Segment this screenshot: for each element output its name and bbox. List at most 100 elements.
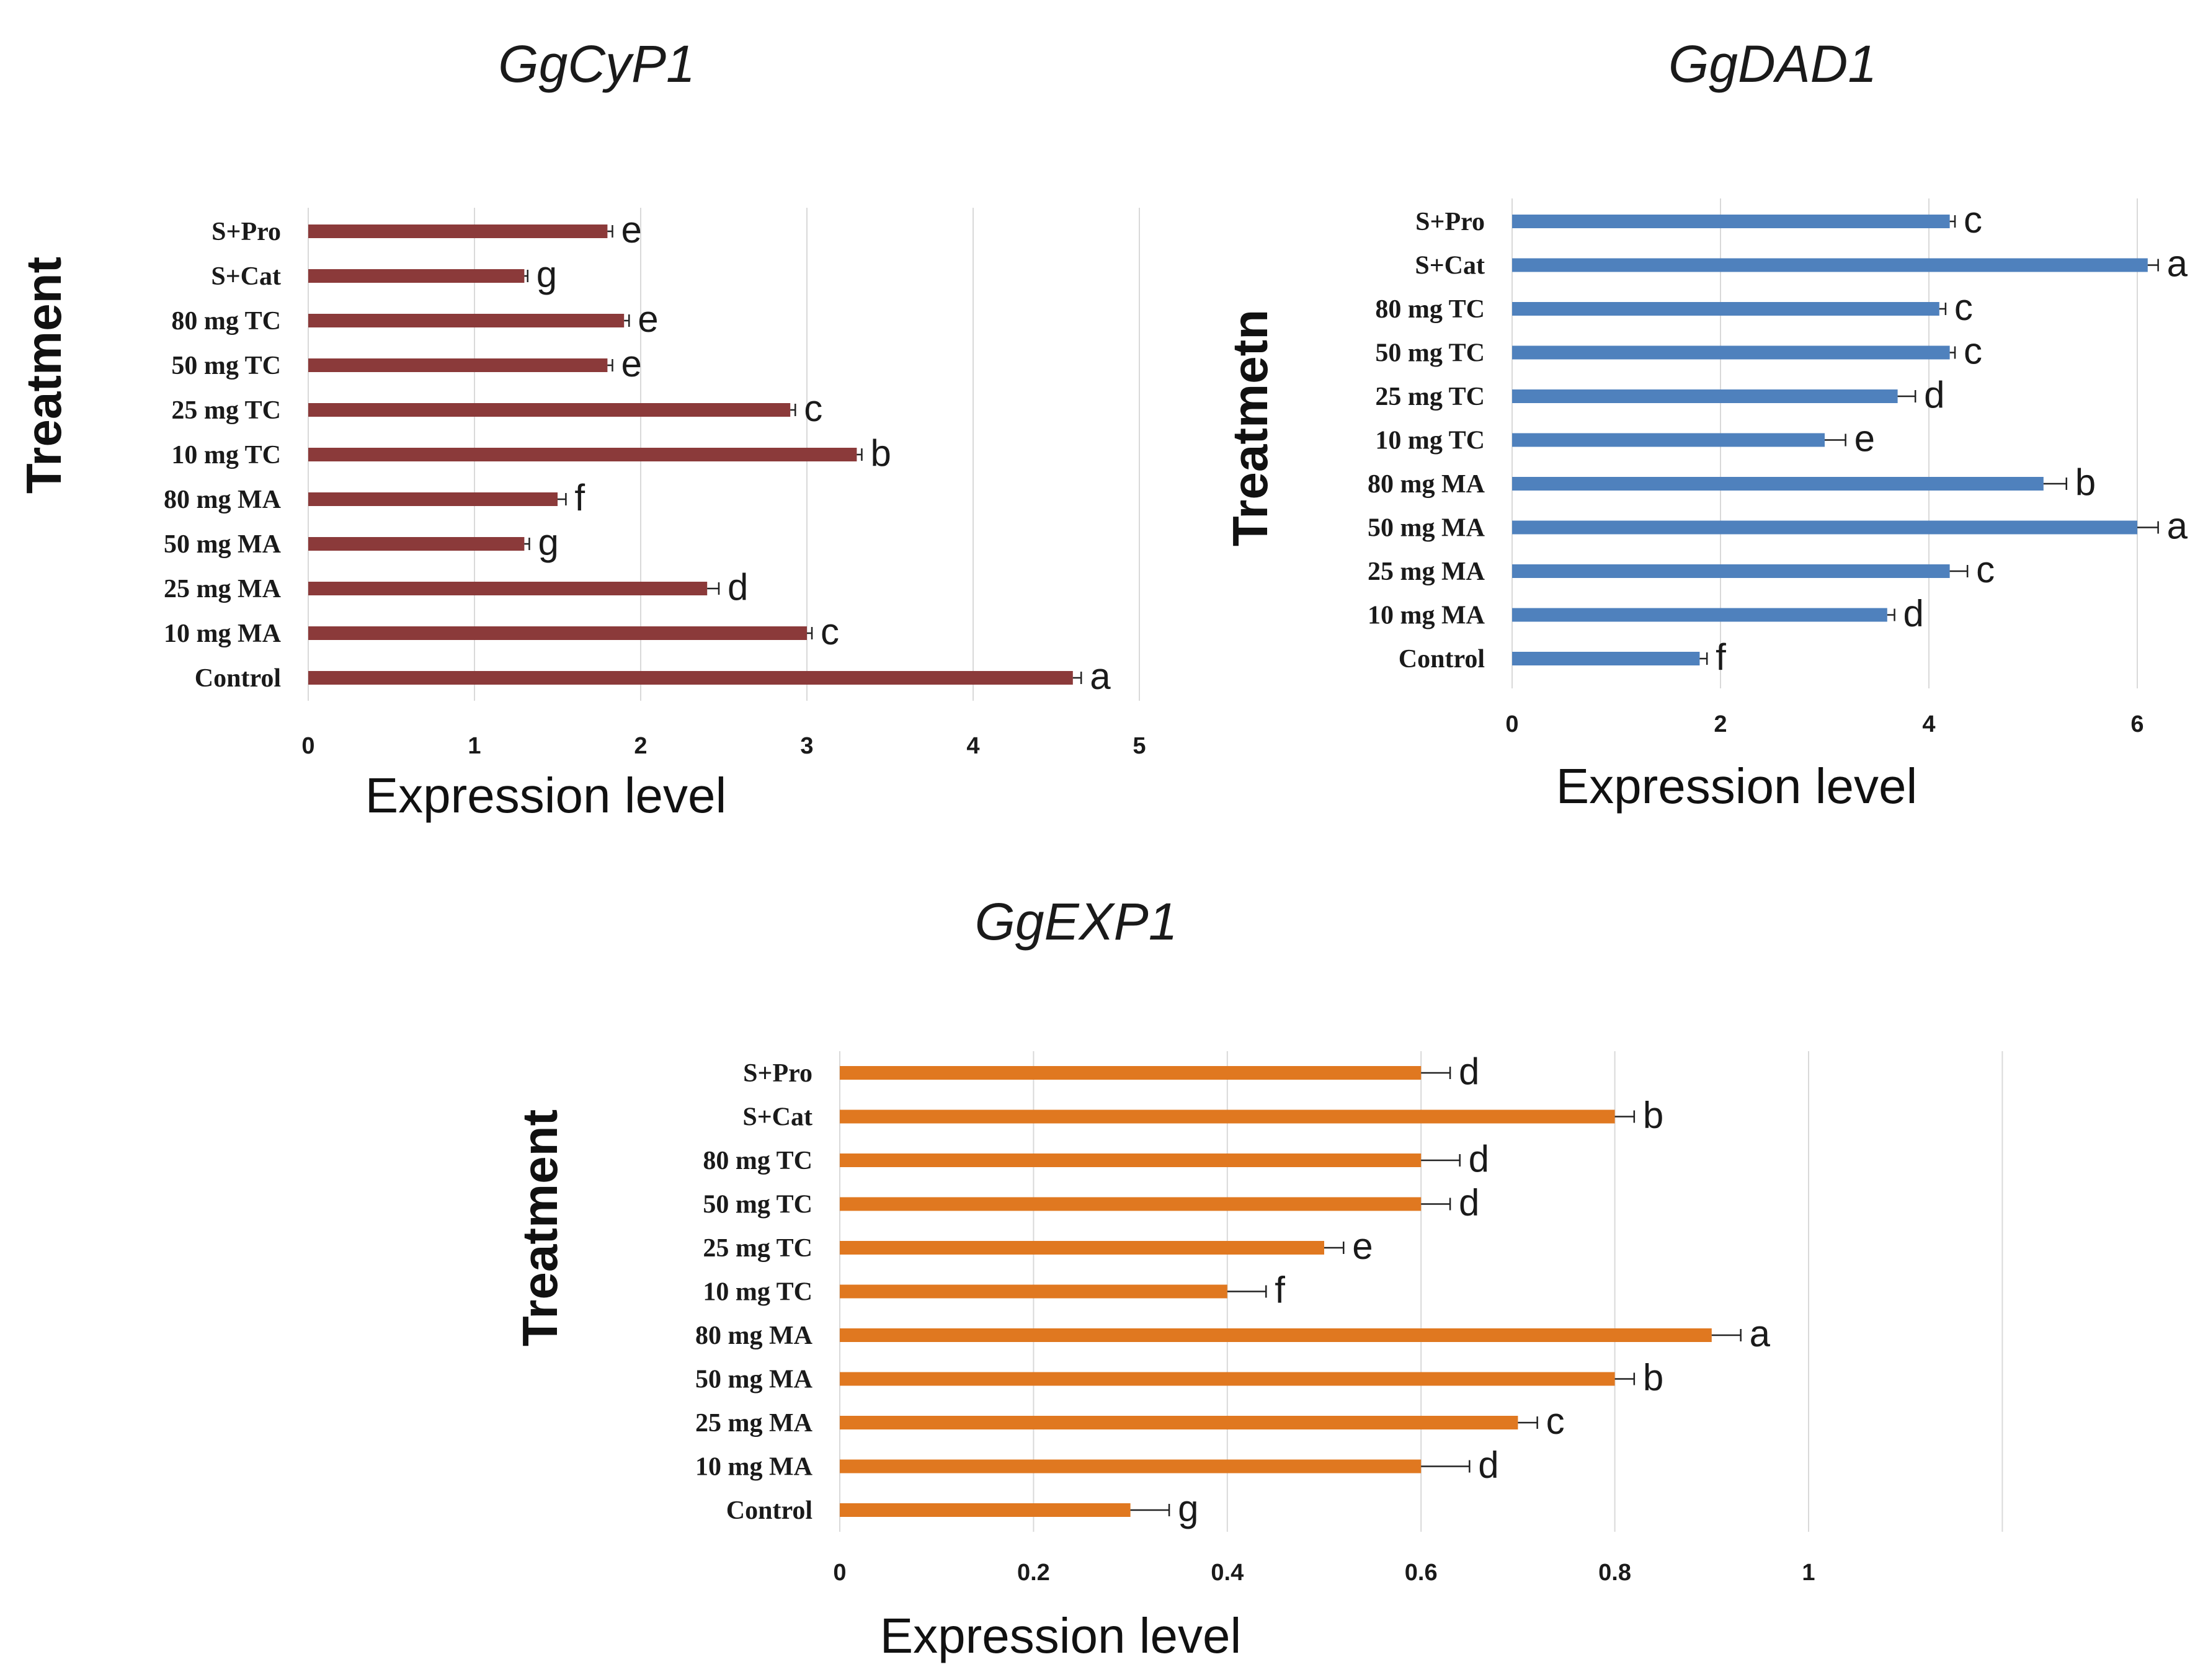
chart-title: GgEXP1 xyxy=(975,892,1178,951)
category-label: S+Cat xyxy=(742,1103,812,1132)
significance-label: e xyxy=(638,298,658,340)
bar xyxy=(308,358,608,372)
bar xyxy=(840,1328,1712,1342)
category-label: 10 mg TC xyxy=(703,1278,812,1307)
chart-1: GgCyP1 Treatment Expression level 0 1 2 3 4 5 S+P… xyxy=(16,35,1146,823)
significance-label: c xyxy=(1546,1400,1565,1442)
bar xyxy=(840,1284,1227,1299)
significance-label: c xyxy=(1964,331,1982,372)
significance-label: d xyxy=(1459,1182,1479,1224)
category-label: 25 mg TC xyxy=(1375,383,1485,411)
category-label: 50 mg MA xyxy=(695,1366,813,1394)
chart-3: GgEXP1 Treatment Expression level 0 0.2 0.4 0.… xyxy=(512,892,2003,1663)
significance-label: f xyxy=(1275,1269,1285,1311)
bar xyxy=(308,626,807,640)
category-label: S+Cat xyxy=(1415,252,1485,280)
x-tick-label: 2 xyxy=(634,733,647,759)
significance-label: e xyxy=(621,209,641,251)
significance-label: d xyxy=(728,566,748,608)
category-label: S+Pro xyxy=(743,1059,812,1088)
bar xyxy=(840,1241,1324,1255)
significance-label: c xyxy=(821,611,839,652)
bar xyxy=(308,224,608,238)
x-tick-label: 1 xyxy=(468,733,481,759)
bar xyxy=(308,492,558,506)
x-tick-label: 4 xyxy=(966,733,979,759)
category-label: 10 mg TC xyxy=(1375,427,1485,455)
category-label: 80 mg MA xyxy=(1368,470,1485,499)
category-label: 25 mg MA xyxy=(695,1409,813,1438)
x-tick-label: 2 xyxy=(1714,711,1727,737)
significance-label: d xyxy=(1459,1051,1479,1092)
x-tick-label: 0 xyxy=(833,1560,846,1586)
bar xyxy=(1512,389,1898,403)
category-label: S+Pro xyxy=(1415,208,1485,236)
category-label: Control xyxy=(1399,645,1485,673)
category-label: 80 mg TC xyxy=(171,307,281,336)
category-label: 50 mg TC xyxy=(703,1191,812,1219)
significance-label: g xyxy=(538,522,558,563)
category-label: 80 mg TC xyxy=(1375,295,1485,324)
bar xyxy=(308,671,1073,685)
bar xyxy=(308,269,525,283)
significance-label: b xyxy=(2075,461,2096,503)
x-tick-label: 6 xyxy=(2130,711,2143,737)
y-axis-label: Treatment xyxy=(512,1109,568,1346)
bar xyxy=(840,1153,1422,1167)
bar xyxy=(308,582,708,595)
significance-label: g xyxy=(1178,1488,1198,1529)
category-label: 10 mg MA xyxy=(164,620,282,648)
x-tick-label: 0 xyxy=(301,733,314,759)
category-label: 10 mg MA xyxy=(1368,602,1485,630)
bar xyxy=(1512,520,2137,535)
significance-label: d xyxy=(1478,1444,1498,1486)
category-label: 50 mg TC xyxy=(1375,339,1485,368)
significance-label: d xyxy=(1903,593,1924,634)
x-tick-label: 0.6 xyxy=(1405,1560,1438,1586)
chart-2: GgDAD1 Treatmetn Expression level 0 2 4 6 S+Pro… xyxy=(1222,35,2188,814)
significance-label: d xyxy=(1924,374,1944,416)
significance-label: a xyxy=(2167,243,2188,285)
category-label: 25 mg MA xyxy=(1368,558,1485,586)
category-label: 50 mg MA xyxy=(164,530,282,559)
category-label: 10 mg TC xyxy=(171,441,281,469)
significance-label: g xyxy=(536,254,557,295)
significance-label: f xyxy=(1716,636,1726,678)
bar xyxy=(840,1109,1615,1124)
bar xyxy=(1512,652,1700,665)
bar xyxy=(840,1459,1422,1473)
significance-label: e xyxy=(1854,418,1875,460)
category-label: Control xyxy=(726,1496,812,1525)
significance-label: c xyxy=(804,388,822,429)
bar xyxy=(1512,564,1950,578)
bar xyxy=(1512,302,1939,316)
bar xyxy=(840,1416,1518,1429)
category-label: S+Cat xyxy=(211,262,281,291)
x-tick-label: 4 xyxy=(1922,711,1935,737)
x-tick-label: 0.4 xyxy=(1211,1560,1244,1586)
x-tick-label: 0.2 xyxy=(1017,1560,1050,1586)
bar xyxy=(840,1372,1615,1386)
bar xyxy=(1512,608,1887,622)
significance-label: c xyxy=(1964,199,1982,241)
x-axis-label: Expression level xyxy=(1556,758,1918,814)
significance-label: b xyxy=(1643,1357,1663,1398)
category-label: 50 mg MA xyxy=(1368,514,1485,543)
category-label: 25 mg TC xyxy=(703,1234,812,1263)
category-label: 25 mg TC xyxy=(171,396,281,425)
x-axis-label: Expression level xyxy=(365,768,727,823)
category-label: 80 mg MA xyxy=(164,486,282,514)
significance-label: c xyxy=(1954,287,1973,328)
y-axis-label: Treatment xyxy=(16,257,71,494)
category-label: Control xyxy=(195,664,281,693)
x-tick-label: 0 xyxy=(1505,711,1518,737)
category-label: 25 mg MA xyxy=(164,575,282,603)
bar xyxy=(1512,433,1825,447)
chart-title: GgDAD1 xyxy=(1668,35,1877,93)
x-tick-label: 3 xyxy=(800,733,813,759)
significance-label: d xyxy=(1469,1138,1489,1180)
bar xyxy=(1512,477,2044,491)
bar xyxy=(840,1503,1131,1517)
category-label: 80 mg TC xyxy=(703,1147,812,1175)
category-label: 80 mg MA xyxy=(695,1322,813,1350)
